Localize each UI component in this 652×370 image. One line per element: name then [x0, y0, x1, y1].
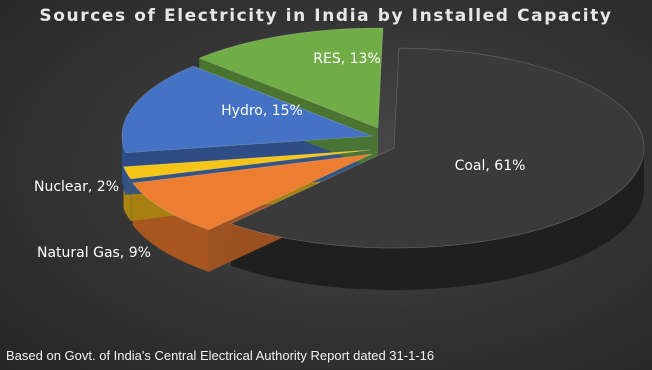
slice-side-hydro — [122, 136, 126, 195]
slice-side-coal — [230, 148, 645, 290]
chart-footnote: Based on Govt. of India's Central Electr… — [6, 348, 435, 363]
slice-hydro — [121, 65, 373, 154]
slice-nuclear — [123, 149, 371, 180]
chart-title: Sources of Electricity in India by Insta… — [39, 6, 613, 26]
slice-coal — [230, 47, 645, 249]
slice-label-hydro: Hydro, 15% — [221, 103, 303, 119]
slice-label-res: RES, 13% — [313, 51, 380, 67]
slice-label-nuclear: Nuclear, 2% — [34, 179, 119, 195]
slice-label-coal: Coal, 61% — [455, 158, 526, 174]
slice-natural-gas — [132, 153, 373, 231]
slice-res — [198, 27, 384, 129]
slice-label-natural-gas: Natural Gas, 9% — [37, 245, 151, 261]
